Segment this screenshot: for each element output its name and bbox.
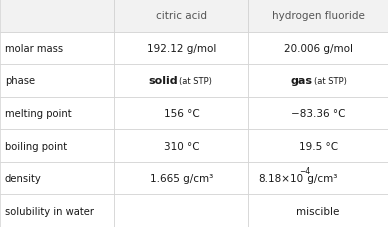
Bar (248, 130, 388, 162)
Text: 310 °C: 310 °C (164, 141, 199, 151)
Bar (248, 65, 388, 97)
Text: (at STP): (at STP) (314, 76, 347, 86)
Bar (248, 162, 388, 195)
Bar (114, 97, 248, 130)
Text: −4: −4 (300, 167, 311, 176)
Bar (114, 195, 248, 227)
Text: phase: phase (5, 76, 35, 86)
Text: citric acid: citric acid (156, 11, 207, 21)
Text: g/cm³: g/cm³ (304, 173, 337, 183)
Text: 8.18×10: 8.18×10 (258, 173, 303, 183)
Bar (0, 130, 114, 162)
Bar (248, 0, 388, 32)
Bar (114, 32, 248, 65)
Text: solid: solid (148, 76, 177, 86)
Text: density: density (5, 173, 42, 183)
Bar (114, 130, 248, 162)
Text: 19.5 °C: 19.5 °C (299, 141, 338, 151)
Text: miscible: miscible (296, 206, 340, 216)
Bar (0, 0, 114, 32)
Text: solubility in water: solubility in water (5, 206, 94, 216)
Bar (248, 195, 388, 227)
Bar (114, 162, 248, 195)
Text: 20.006 g/mol: 20.006 g/mol (284, 44, 353, 54)
Bar (0, 65, 114, 97)
Bar (248, 97, 388, 130)
Bar (0, 195, 114, 227)
Text: molar mass: molar mass (5, 44, 63, 54)
Text: boiling point: boiling point (5, 141, 67, 151)
Bar (0, 97, 114, 130)
Bar (114, 65, 248, 97)
Text: −83.36 °C: −83.36 °C (291, 109, 345, 118)
Bar (114, 0, 248, 32)
Text: melting point: melting point (5, 109, 71, 118)
Text: (at STP): (at STP) (179, 76, 212, 86)
Text: 192.12 g/mol: 192.12 g/mol (147, 44, 216, 54)
Text: gas: gas (290, 76, 312, 86)
Text: 156 °C: 156 °C (163, 109, 199, 118)
Text: hydrogen fluoride: hydrogen fluoride (272, 11, 365, 21)
Text: 1.665 g/cm³: 1.665 g/cm³ (150, 173, 213, 183)
Bar (0, 162, 114, 195)
Bar (248, 32, 388, 65)
Bar (0, 32, 114, 65)
